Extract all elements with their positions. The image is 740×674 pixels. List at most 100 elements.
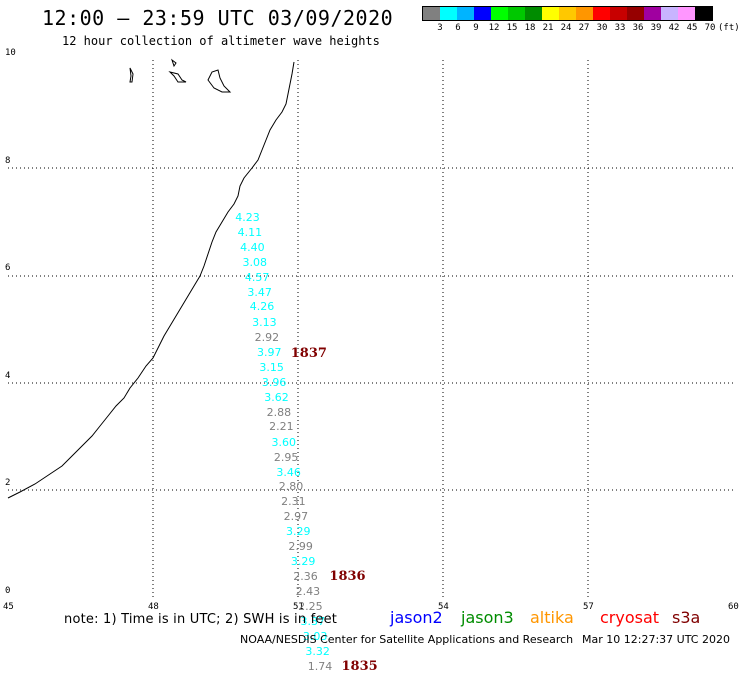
legend-tick-label: 15 bbox=[506, 23, 518, 33]
legend-unit: (ft) bbox=[718, 23, 740, 33]
swh-value: 2.95 bbox=[273, 450, 299, 464]
swh-value: 4.26 bbox=[249, 300, 275, 314]
legend-swatch bbox=[508, 7, 525, 20]
swh-value: 4.23 bbox=[235, 210, 260, 224]
x-tick-label: 45 bbox=[3, 602, 14, 612]
legend-tick-label: 39 bbox=[650, 23, 662, 33]
legend-tick-label: 18 bbox=[524, 23, 536, 33]
swh-value: 3.13 bbox=[252, 315, 277, 329]
island-socotra bbox=[207, 69, 232, 93]
swh-value: 2.97 bbox=[283, 510, 309, 524]
pass-number: 1835 bbox=[341, 658, 378, 674]
legend-swatches bbox=[422, 6, 713, 21]
legend-swatch bbox=[525, 7, 542, 20]
swh-value: 2.21 bbox=[269, 420, 294, 434]
legend-tick-label: 27 bbox=[578, 23, 590, 33]
swh-value: 2.92 bbox=[254, 330, 280, 344]
swh-value: 2.80 bbox=[278, 480, 304, 494]
pass-number: 1837 bbox=[290, 346, 327, 362]
swh-value: 3.96 bbox=[261, 375, 287, 389]
x-tick-label: 48 bbox=[148, 602, 159, 612]
x-tick-label: 51 bbox=[293, 602, 304, 612]
legend-swatch bbox=[644, 7, 661, 20]
swh-value: 3.29 bbox=[286, 525, 311, 539]
island-abd-al-kuri bbox=[129, 67, 134, 83]
swh-value: 1.74 bbox=[307, 659, 333, 673]
y-tick-label: 8 bbox=[5, 155, 11, 166]
swh-value: 3.60 bbox=[271, 435, 297, 449]
color-legend: 3 6 9 12 15 18 21 24 27 30 33 36 39 42 45 70 (ft) bbox=[422, 6, 740, 35]
swh-value: 2.36 bbox=[293, 570, 318, 584]
y-tick-label: 10 bbox=[5, 48, 16, 58]
legend-tick-label: 30 bbox=[596, 23, 608, 33]
y-tick-label: 4 bbox=[5, 370, 11, 381]
satellite-label: jason2 bbox=[390, 608, 443, 627]
y-tick-label: 6 bbox=[5, 263, 11, 274]
legend-tick-label: 42 bbox=[668, 23, 680, 33]
island-darsah bbox=[168, 71, 187, 83]
footer-note: note: 1) Time is in UTC; 2) SWH is in fe… bbox=[64, 612, 338, 627]
swh-value: 3.32 bbox=[305, 644, 330, 658]
swh-value: 3.15 bbox=[259, 360, 284, 374]
satellite-label: cryosat bbox=[600, 608, 660, 627]
y-tick-label: 2 bbox=[5, 478, 11, 489]
legend-swatch bbox=[457, 7, 474, 20]
grid-lines bbox=[8, 60, 733, 598]
legend-ticks: 3 6 9 12 15 18 21 24 27 30 33 36 39 42 45 70 (ft) bbox=[422, 21, 739, 35]
page-subtitle: 12 hour collection of altimeter wave hei… bbox=[62, 34, 380, 48]
legend-swatch bbox=[593, 7, 610, 20]
legend-tick-label: 70 bbox=[704, 23, 716, 33]
swh-value: 3.97 bbox=[257, 345, 282, 359]
legend-swatch bbox=[440, 7, 457, 20]
legend-swatch bbox=[576, 7, 593, 20]
legend-tick-label: 12 bbox=[488, 23, 500, 33]
legend-swatch bbox=[695, 7, 712, 20]
swh-value: 4.40 bbox=[240, 241, 265, 255]
legend-swatch bbox=[423, 7, 440, 20]
swh-value: 3.62 bbox=[264, 390, 289, 404]
swh-value: 2.31 bbox=[281, 495, 306, 509]
credit-text: NOAA/NESDIS Center for Satellite Applica… bbox=[240, 633, 574, 646]
legend-tick-label: 6 bbox=[455, 23, 461, 33]
legend-tick-label: 9 bbox=[473, 23, 479, 33]
legend-swatch bbox=[610, 7, 627, 20]
swh-value: 2.25 bbox=[298, 600, 323, 614]
coastline bbox=[7, 61, 295, 499]
page-title: 12:00 – 23:59 UTC 03/09/2020 bbox=[42, 6, 394, 30]
swh-value: 4.11 bbox=[237, 226, 263, 240]
swh-value: 3.47 bbox=[247, 286, 272, 300]
swh-value: 3.29 bbox=[290, 554, 316, 568]
legend-swatch bbox=[627, 7, 644, 20]
legend-swatch bbox=[542, 7, 559, 20]
swh-value: 3.37 bbox=[300, 615, 326, 629]
x-tick-label: 57 bbox=[583, 602, 594, 612]
pass-number: 1836 bbox=[329, 569, 366, 585]
legend-tick-label: 45 bbox=[686, 23, 698, 33]
legend-swatch bbox=[491, 7, 508, 20]
swh-value: 2.88 bbox=[266, 405, 292, 419]
legend-tick-label: 33 bbox=[614, 23, 626, 33]
x-tick-label: 60 bbox=[728, 602, 739, 612]
swh-value: 3.08 bbox=[242, 256, 268, 270]
legend-tick-label: 36 bbox=[632, 23, 644, 33]
legend-tick-label: 21 bbox=[542, 23, 554, 33]
timestamp-text: Mar 10 12:27:37 UTC 2020 bbox=[582, 633, 730, 646]
swh-value: 3.03 bbox=[302, 629, 328, 643]
island-samhah bbox=[171, 58, 177, 68]
x-tick-label: 54 bbox=[438, 602, 449, 612]
y-tick-label: 0 bbox=[5, 586, 11, 596]
legend-tick-label: 3 bbox=[437, 23, 443, 33]
wave-height-map bbox=[7, 58, 733, 598]
swh-value: 2.99 bbox=[288, 540, 313, 554]
legend-swatch bbox=[474, 7, 491, 20]
satellite-label: altika bbox=[530, 608, 574, 627]
legend-swatch bbox=[661, 7, 678, 20]
legend-swatch bbox=[559, 7, 576, 20]
swh-value: 4.57 bbox=[244, 271, 270, 285]
island-outlines bbox=[129, 58, 232, 93]
legend-swatch bbox=[678, 7, 695, 20]
satellite-label: s3a bbox=[672, 608, 701, 627]
swh-value: 3.46 bbox=[276, 465, 301, 479]
satellite-label: jason3 bbox=[461, 608, 514, 627]
legend-tick-label: 24 bbox=[560, 23, 572, 33]
